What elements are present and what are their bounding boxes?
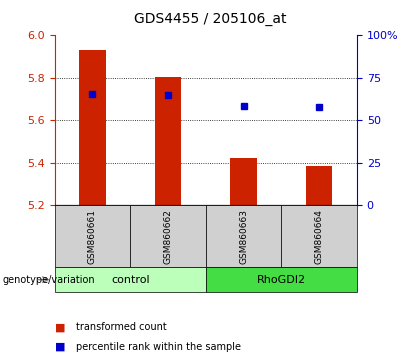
Text: GSM860663: GSM860663 [239,209,248,264]
Bar [79,50,106,205]
Bar [306,166,333,205]
Bar [231,158,257,205]
Text: GSM860662: GSM860662 [163,209,173,264]
Text: GDS4455 / 205106_at: GDS4455 / 205106_at [134,12,286,27]
Text: ■: ■ [55,322,65,332]
Text: percentile rank within the sample: percentile rank within the sample [76,342,241,352]
Text: GSM860661: GSM860661 [88,209,97,264]
Bar [155,77,181,205]
Text: genotype/variation: genotype/variation [2,275,95,285]
Text: ■: ■ [55,342,65,352]
Text: transformed count: transformed count [76,322,166,332]
Text: GSM860664: GSM860664 [315,209,324,264]
Text: control: control [111,275,150,285]
Text: RhoGDI2: RhoGDI2 [257,275,306,285]
